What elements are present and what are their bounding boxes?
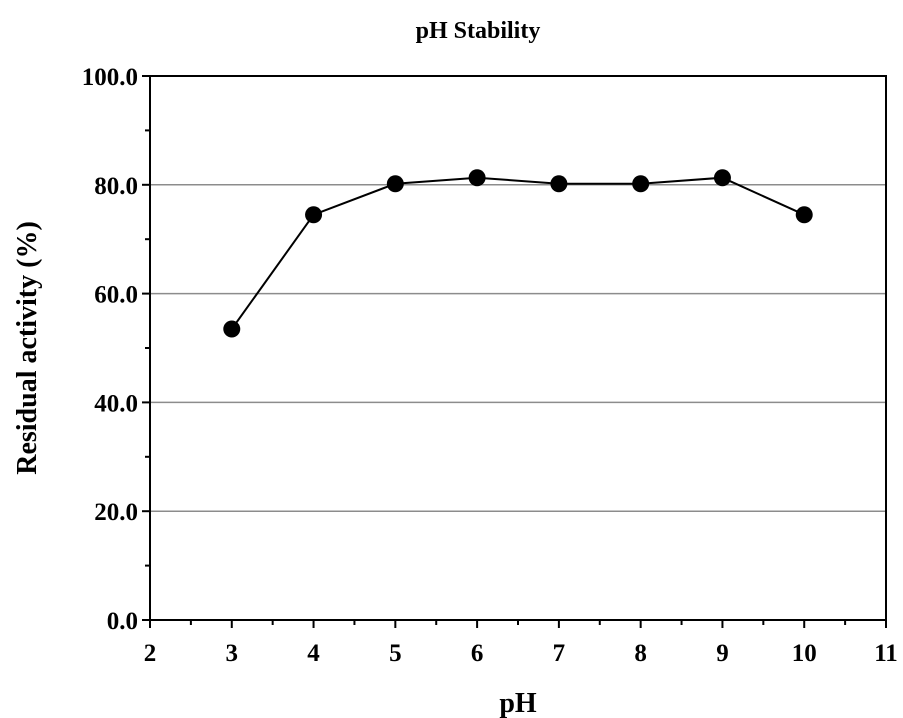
x-tick-label: 10 bbox=[792, 640, 817, 667]
y-tick-label: 60.0 bbox=[94, 282, 138, 309]
y-tick-label: 20.0 bbox=[94, 499, 138, 526]
x-axis-label: pH bbox=[499, 688, 537, 718]
data-series bbox=[223, 169, 813, 338]
gridlines bbox=[150, 184, 886, 512]
data-point-marker bbox=[223, 320, 241, 338]
x-tick-label: 2 bbox=[144, 640, 157, 667]
data-point-marker bbox=[386, 175, 404, 193]
data-point-marker bbox=[632, 175, 650, 193]
x-tick-label: 8 bbox=[634, 640, 647, 667]
chart-title: pH Stability bbox=[416, 18, 541, 44]
data-point-marker bbox=[713, 169, 731, 187]
y-tick-label: 100.0 bbox=[82, 64, 138, 91]
x-tick-label: 3 bbox=[226, 640, 239, 667]
axes: 0.0 20.0 40.0 60.0 80.0 100.0 2 3 4 5 6 7 8 9 10 11 bbox=[82, 64, 898, 667]
x-tick-label: 5 bbox=[389, 640, 402, 667]
x-tick-label: 4 bbox=[307, 640, 320, 667]
data-point-marker bbox=[795, 206, 813, 224]
series-line bbox=[230, 176, 805, 330]
y-tick-label: 80.0 bbox=[94, 173, 138, 200]
data-point-marker bbox=[550, 175, 568, 193]
y-tick-label: 0.0 bbox=[107, 608, 138, 635]
y-axis-label: Residual activity (%) bbox=[12, 221, 43, 475]
x-tick-label: 11 bbox=[874, 640, 898, 667]
data-point-marker bbox=[305, 206, 323, 224]
x-tick-label: 7 bbox=[553, 640, 566, 667]
x-tick-label: 9 bbox=[716, 640, 729, 667]
x-tick-label: 6 bbox=[471, 640, 484, 667]
y-tick-label: 40.0 bbox=[94, 390, 138, 417]
data-point-marker bbox=[468, 169, 486, 187]
